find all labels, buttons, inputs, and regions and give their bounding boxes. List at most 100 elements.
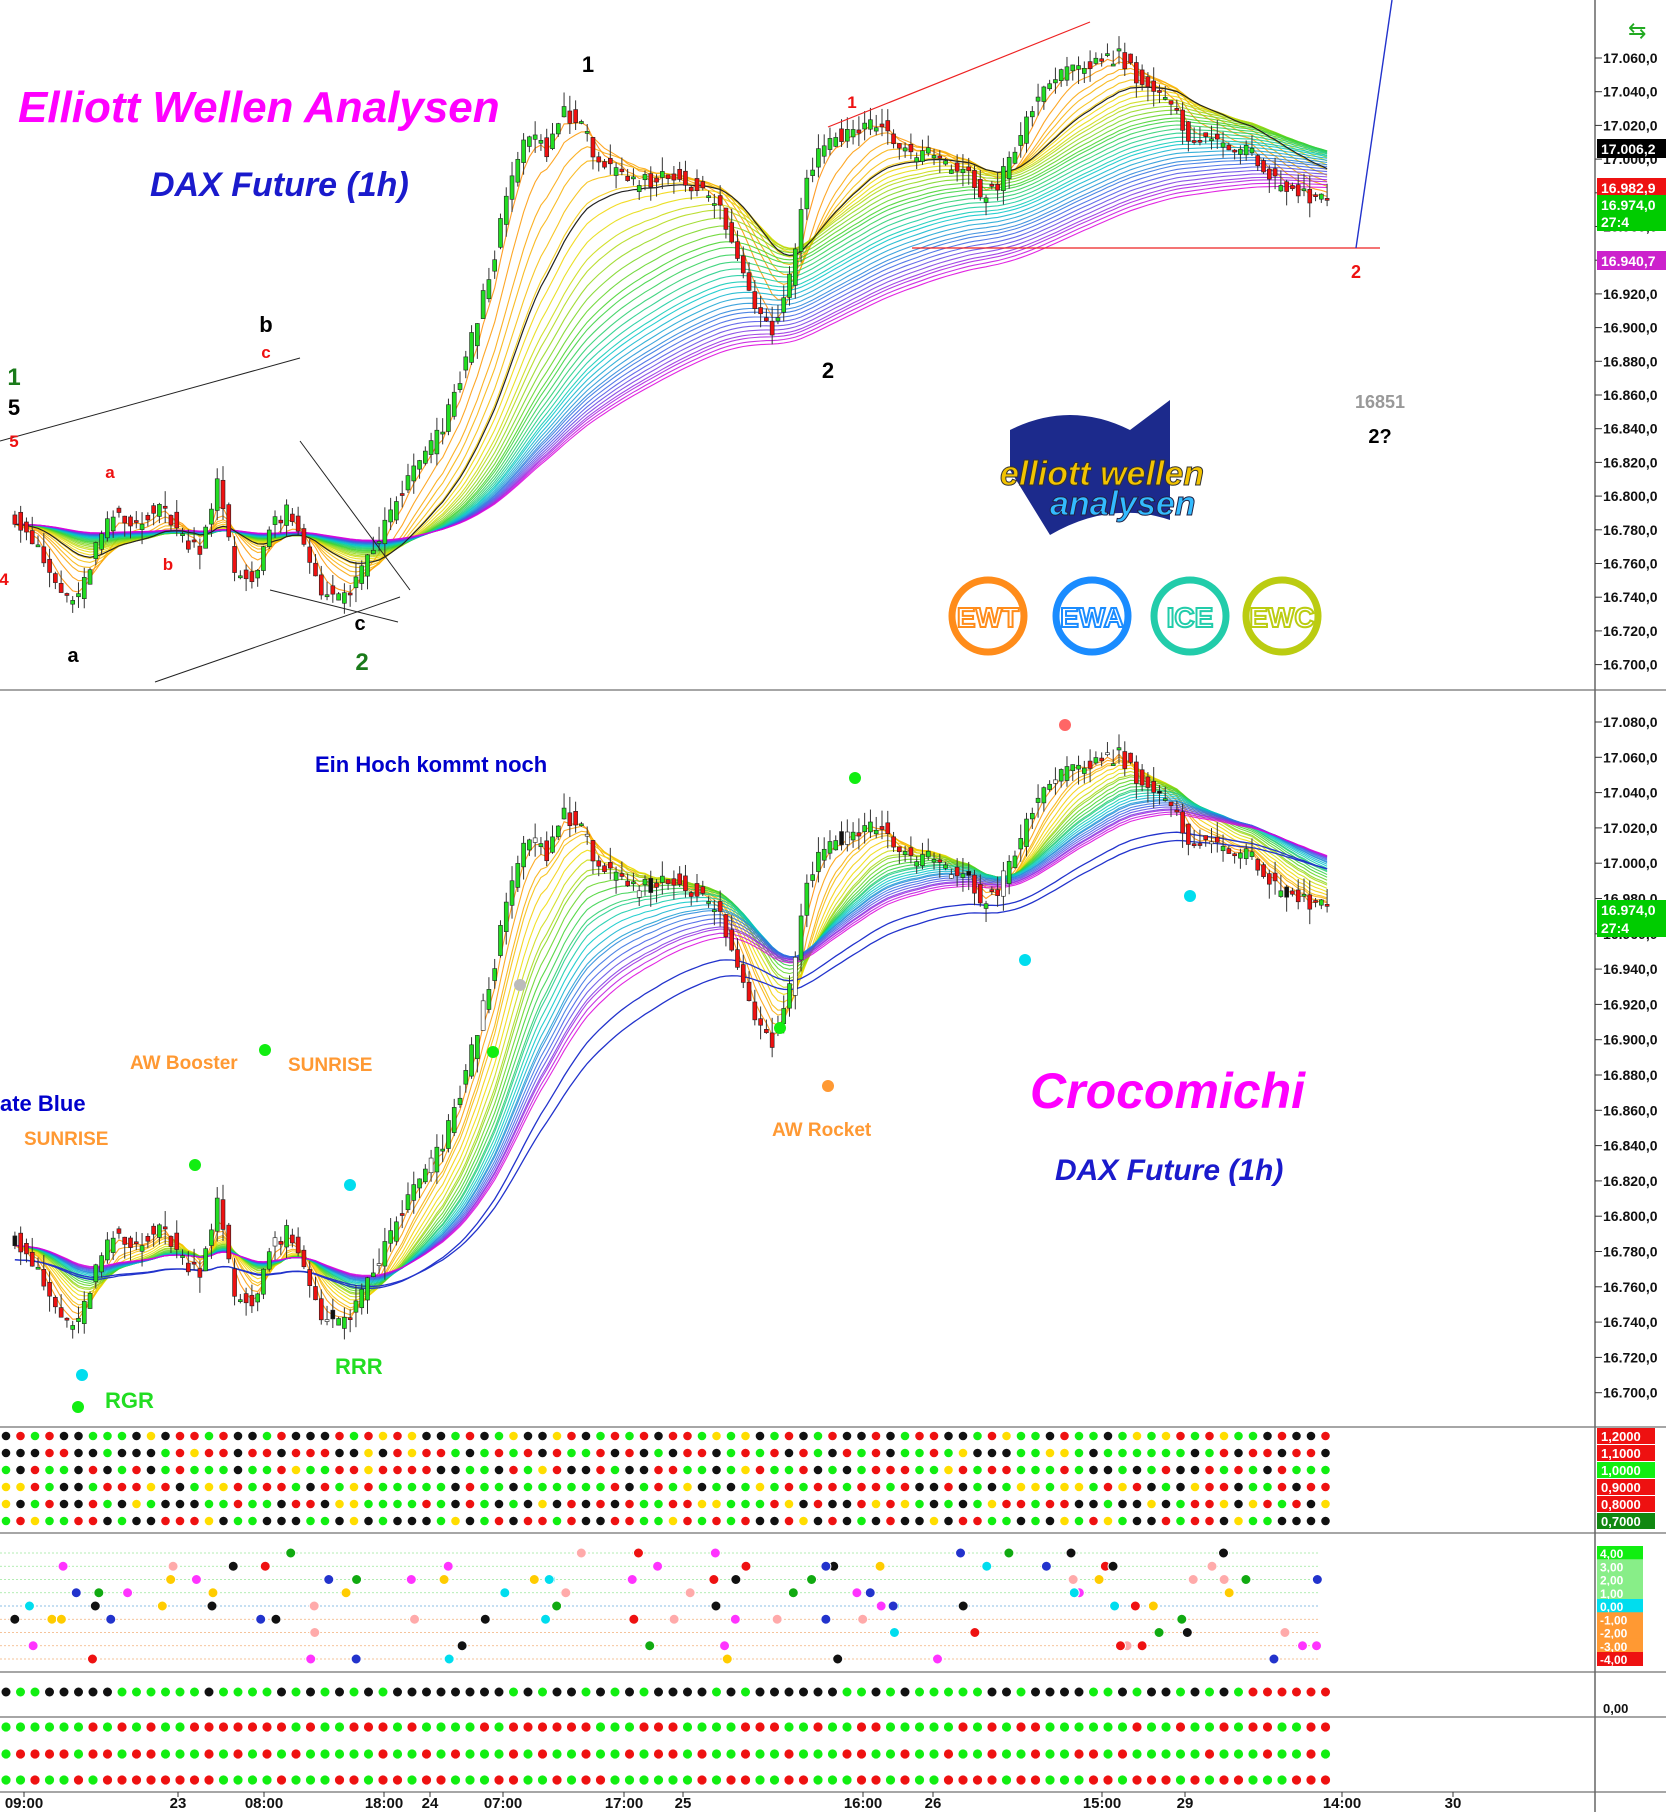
price-axis-label: 16.780,0 bbox=[1603, 522, 1658, 538]
indicator-dot bbox=[421, 1775, 432, 1785]
candle-body bbox=[665, 879, 671, 884]
indicator-dot bbox=[1031, 1431, 1040, 1441]
indicator-dot bbox=[625, 1431, 634, 1441]
indicator-dot bbox=[233, 1749, 243, 1759]
candle-body bbox=[920, 854, 925, 867]
indicator-dot bbox=[1002, 1431, 1011, 1441]
indicator-dot bbox=[595, 1775, 606, 1785]
indicator-level-label: 1,00 bbox=[1600, 1587, 1624, 1601]
indicator-dot bbox=[465, 1465, 475, 1475]
indicator-dot bbox=[1277, 1775, 1287, 1785]
indicator-dot bbox=[653, 1749, 664, 1759]
indicator-dot bbox=[552, 1482, 562, 1492]
candle-body bbox=[428, 440, 434, 455]
candle-body bbox=[977, 179, 983, 198]
indicator-dot bbox=[697, 1448, 707, 1458]
candle-body bbox=[457, 383, 463, 390]
indicator-dot bbox=[1147, 1499, 1156, 1509]
indicator-dot bbox=[1306, 1448, 1316, 1458]
indicator-dot bbox=[1306, 1722, 1316, 1732]
candle-body bbox=[1058, 69, 1064, 82]
indicator-dot bbox=[958, 1465, 968, 1475]
indicator-dot bbox=[1132, 1516, 1142, 1526]
indicator-dot bbox=[726, 1687, 736, 1697]
indicator-dot bbox=[566, 1749, 577, 1759]
indicator-dot bbox=[204, 1516, 214, 1526]
candle-body bbox=[573, 811, 578, 826]
candle-body bbox=[943, 864, 948, 869]
indicator-dot bbox=[1175, 1749, 1186, 1759]
indicator-dot bbox=[1067, 1574, 1079, 1585]
indicator-level-tag bbox=[1597, 1612, 1643, 1627]
indicator-dot bbox=[944, 1448, 953, 1458]
candle-body bbox=[243, 1293, 249, 1304]
indicator-level-tag bbox=[1597, 1496, 1655, 1512]
indicator-dot bbox=[888, 1627, 900, 1638]
indicator-dot bbox=[871, 1482, 881, 1492]
indicator-dot bbox=[1190, 1775, 1200, 1785]
candle-body bbox=[509, 880, 515, 906]
candle-body bbox=[330, 1309, 336, 1320]
indicator-level-label: -2,00 bbox=[1600, 1627, 1628, 1641]
indicator-dot bbox=[697, 1687, 707, 1697]
candle-body bbox=[1278, 890, 1284, 897]
indicator-dot bbox=[625, 1482, 634, 1492]
indicator-dot bbox=[552, 1516, 562, 1526]
candle-body bbox=[954, 162, 960, 172]
indicator-dot bbox=[23, 1600, 35, 1612]
indicator-dot bbox=[248, 1482, 257, 1492]
indicator-dot bbox=[262, 1465, 272, 1475]
indicator-dot bbox=[610, 1499, 620, 1509]
indicator-dot bbox=[682, 1749, 693, 1759]
indicator-dot bbox=[944, 1687, 953, 1697]
candle-body bbox=[839, 128, 844, 142]
indicator-dot bbox=[1161, 1431, 1171, 1441]
candle-body bbox=[423, 1168, 428, 1183]
candle-body bbox=[284, 504, 289, 526]
candle-body bbox=[706, 195, 711, 199]
indicator-dot bbox=[787, 1587, 799, 1599]
candle-body bbox=[746, 272, 752, 291]
indicator-dot bbox=[59, 1516, 69, 1526]
indicator-dot bbox=[393, 1499, 402, 1509]
candle-body bbox=[729, 929, 734, 951]
candle-body bbox=[162, 1226, 168, 1230]
indicator-dot bbox=[1292, 1465, 1301, 1475]
price-axis-label: 16.840,0 bbox=[1603, 1138, 1658, 1154]
indicator-dot bbox=[886, 1448, 895, 1458]
indicator-dot bbox=[523, 1448, 533, 1458]
indicator-dot bbox=[1132, 1687, 1142, 1697]
indicator-dot bbox=[364, 1448, 373, 1458]
candle-body bbox=[879, 123, 885, 128]
candle-body bbox=[290, 1234, 295, 1244]
candle-body bbox=[821, 848, 827, 861]
candle-body bbox=[636, 890, 642, 898]
indicator-dot bbox=[740, 1560, 752, 1572]
indicator-level-tag bbox=[1597, 1462, 1655, 1478]
candle-body bbox=[1012, 855, 1018, 868]
candle-body bbox=[1087, 61, 1093, 69]
indicator-level-label: -4,00 bbox=[1600, 1653, 1628, 1667]
indicator-level-label: 0,00 bbox=[1603, 1701, 1628, 1716]
indicator-dot bbox=[581, 1482, 591, 1492]
candle-body bbox=[897, 143, 902, 149]
candle-body bbox=[1174, 108, 1180, 111]
indicator-dot bbox=[233, 1775, 243, 1785]
candle-body bbox=[1249, 851, 1255, 857]
candle-body bbox=[70, 1325, 75, 1330]
indicator-dot bbox=[393, 1687, 402, 1697]
candle-body bbox=[966, 871, 972, 876]
indicator-dot bbox=[1234, 1448, 1243, 1458]
indicator-dot bbox=[161, 1516, 170, 1526]
candle-body bbox=[925, 147, 931, 154]
indicator-dot bbox=[668, 1482, 678, 1492]
indicator-dot bbox=[436, 1749, 446, 1759]
candle-body bbox=[18, 511, 23, 531]
indicator-dot bbox=[1233, 1775, 1244, 1785]
indicator-dot bbox=[581, 1465, 591, 1475]
candle-body bbox=[1214, 836, 1220, 843]
candle-body bbox=[1105, 53, 1110, 56]
candle-body bbox=[781, 297, 787, 313]
candle-body bbox=[243, 569, 249, 580]
candle-body bbox=[816, 148, 821, 168]
